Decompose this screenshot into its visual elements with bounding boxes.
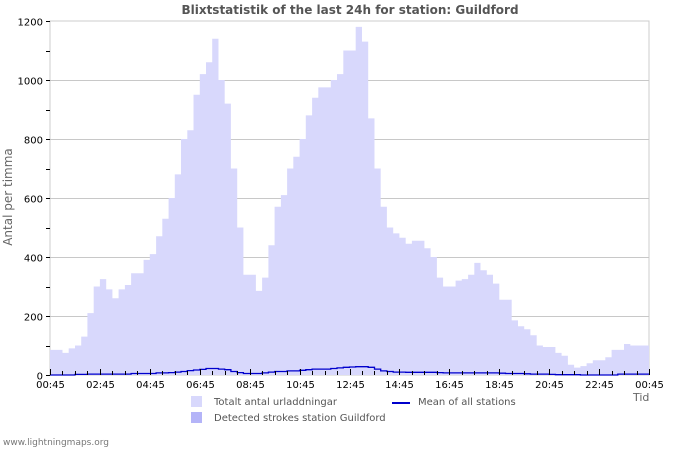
axes: 0 200 400 600 800 1000 1200 00:45 02:45 04:45 06:4… (18, 18, 664, 392)
x-tick-label: 06:45 (186, 380, 215, 391)
x-tick-label: 00:45 (635, 380, 664, 391)
x-tick-label: 20:45 (535, 380, 564, 391)
x-tick-label: 02:45 (86, 380, 115, 391)
y-tick-label: 1200 (18, 18, 43, 29)
legend-label-mean: Mean of all stations (418, 397, 516, 408)
legend-swatch-station (191, 412, 202, 423)
x-tick-label: 14:45 (385, 380, 414, 391)
x-tick-label: 12:45 (336, 380, 365, 391)
chart-title: Blixtstatistik of the last 24h for stati… (181, 3, 519, 17)
legend-label-station: Detected strokes station Guildford (214, 413, 386, 424)
data-areas (50, 26, 649, 376)
y-tick-label: 0 (37, 372, 43, 383)
legend-label-total: Totalt antal urladdningar (214, 397, 338, 408)
x-tick-label: 10:45 (286, 380, 315, 391)
y-tick-label: 800 (24, 136, 43, 147)
legend-swatch-total (191, 396, 202, 407)
y-tick-label: 400 (24, 254, 43, 265)
x-axis-label: Tid (633, 391, 650, 404)
x-tick-label: 04:45 (136, 380, 165, 391)
y-tick-label: 600 (24, 195, 43, 206)
mean-line (50, 366, 649, 376)
x-tick-label: 08:45 (236, 380, 265, 391)
y-tick-label: 1000 (18, 77, 43, 88)
legend-swatch-mean (392, 402, 410, 404)
x-tick-label: 18:45 (485, 380, 514, 391)
y-axis-label: Antal per timma (1, 148, 15, 246)
total-area (50, 26, 649, 376)
x-tick-label: 00:45 (36, 380, 65, 391)
mean-line-path (50, 366, 649, 376)
x-tick-label: 22:45 (585, 380, 614, 391)
y-tick-label: 200 (24, 313, 43, 324)
footer-source: www.lightningmaps.org (3, 438, 109, 448)
x-tick-label: 16:45 (435, 380, 464, 391)
